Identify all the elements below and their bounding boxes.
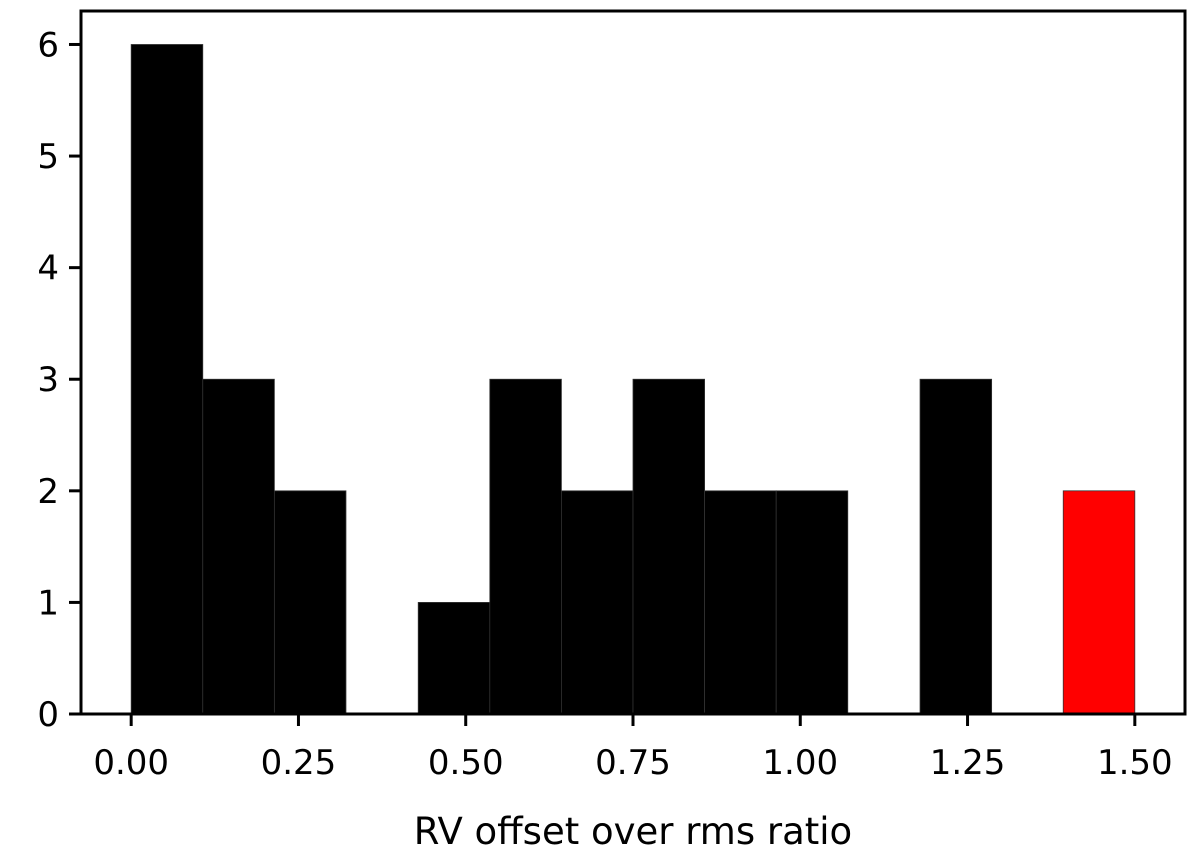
histogram-bar-8 xyxy=(704,490,777,715)
y-tick-label-5: 5 xyxy=(37,137,59,177)
histogram-bar-4 xyxy=(417,602,491,715)
histogram-bar-7 xyxy=(632,378,705,715)
bars-layer xyxy=(130,44,1136,715)
y-tick-label-3: 3 xyxy=(37,360,59,400)
histogram-bar-0 xyxy=(130,44,204,715)
histogram-bar-5 xyxy=(489,378,562,715)
histogram-bar-1 xyxy=(202,378,275,715)
y-tick-label-4: 4 xyxy=(37,249,59,289)
y-tick-label-6: 6 xyxy=(37,25,59,65)
x-tick-label-2: 0.50 xyxy=(428,743,504,783)
x-tick-label-5: 1.25 xyxy=(930,743,1006,783)
x-tick-label-4: 1.00 xyxy=(762,743,838,783)
x-tick-label-1: 0.25 xyxy=(261,743,337,783)
histogram-bar-6 xyxy=(561,490,634,715)
ticks-layer: 0.00 0.25 0.50 0.75 1.00 1.25 1.50 0 1 2 3 4 5 6 xyxy=(37,25,1172,783)
y-tick-label-0: 0 xyxy=(37,695,59,735)
y-tick-label-2: 2 xyxy=(37,472,59,512)
histogram-bar-13 xyxy=(1062,490,1136,715)
histogram-bar-9 xyxy=(775,490,849,715)
histogram-bar-11 xyxy=(919,378,993,715)
y-tick-label-1: 1 xyxy=(37,583,59,623)
x-axis-label: RV offset over rms ratio xyxy=(414,810,852,853)
x-tick-label-3: 0.75 xyxy=(595,743,671,783)
x-tick-label-6: 1.50 xyxy=(1097,743,1173,783)
plot-frame xyxy=(79,9,1187,716)
histogram-bar-2 xyxy=(273,490,347,715)
x-tick-label-0: 0.00 xyxy=(93,743,169,783)
